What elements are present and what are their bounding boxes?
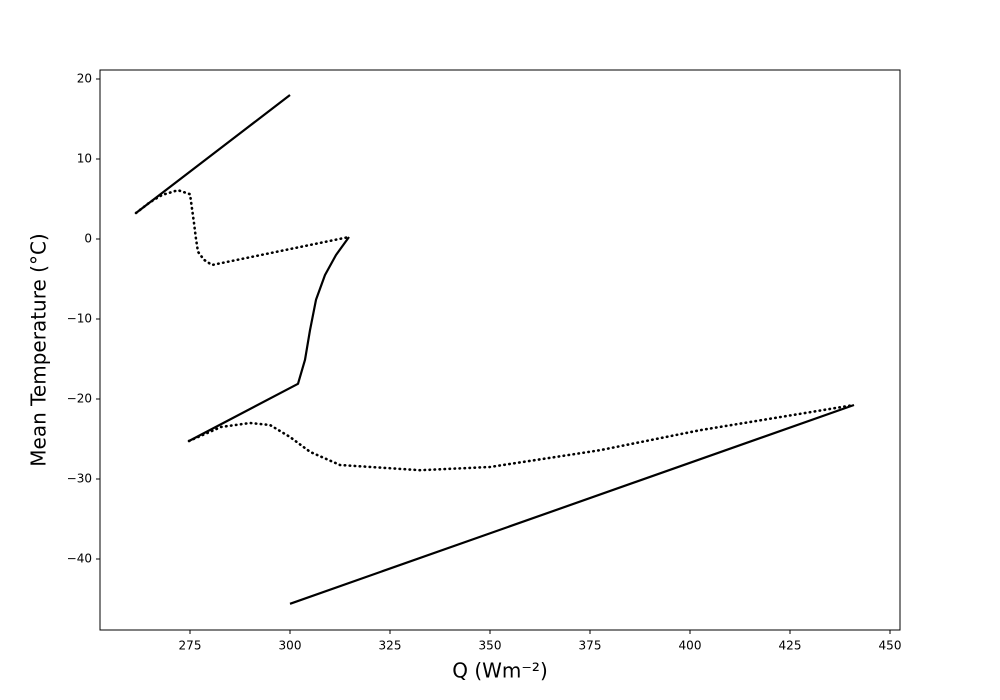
x-axis-label: Q (Wm⁻²)	[452, 659, 548, 683]
series-line	[134, 188, 856, 472]
x-tick-label: 275	[179, 639, 202, 653]
y-tick-label: 10	[77, 152, 92, 166]
y-tick-label: 0	[84, 232, 92, 246]
y-tick-label: −10	[67, 312, 92, 326]
y-axis-label: Mean Temperature (°C)	[27, 233, 51, 466]
x-tick-label: 400	[679, 639, 702, 653]
x-tick-label: 450	[879, 639, 902, 653]
y-tick-label: −30	[67, 472, 92, 486]
series-line	[135, 94, 855, 605]
x-tick-label: 300	[279, 639, 302, 653]
x-tick-label: 425	[779, 639, 802, 653]
y-tick-label: −40	[67, 552, 92, 566]
x-tick-label: 350	[479, 639, 502, 653]
x-tick-label: 325	[379, 639, 402, 653]
y-tick-label: 20	[77, 72, 92, 86]
plot-frame	[99, 69, 901, 631]
y-tick-label: −20	[67, 392, 92, 406]
x-tick-label: 375	[579, 639, 602, 653]
